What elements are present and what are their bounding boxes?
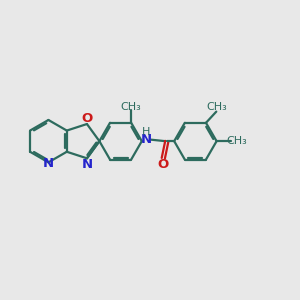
Text: CH₃: CH₃ bbox=[121, 102, 142, 112]
Text: O: O bbox=[81, 112, 93, 125]
Text: N: N bbox=[141, 133, 152, 146]
Text: N: N bbox=[81, 158, 92, 171]
Text: CH₃: CH₃ bbox=[206, 103, 227, 112]
Text: H: H bbox=[142, 127, 150, 137]
Text: N: N bbox=[42, 157, 53, 170]
Text: O: O bbox=[157, 158, 168, 171]
Text: CH₃: CH₃ bbox=[226, 136, 247, 146]
